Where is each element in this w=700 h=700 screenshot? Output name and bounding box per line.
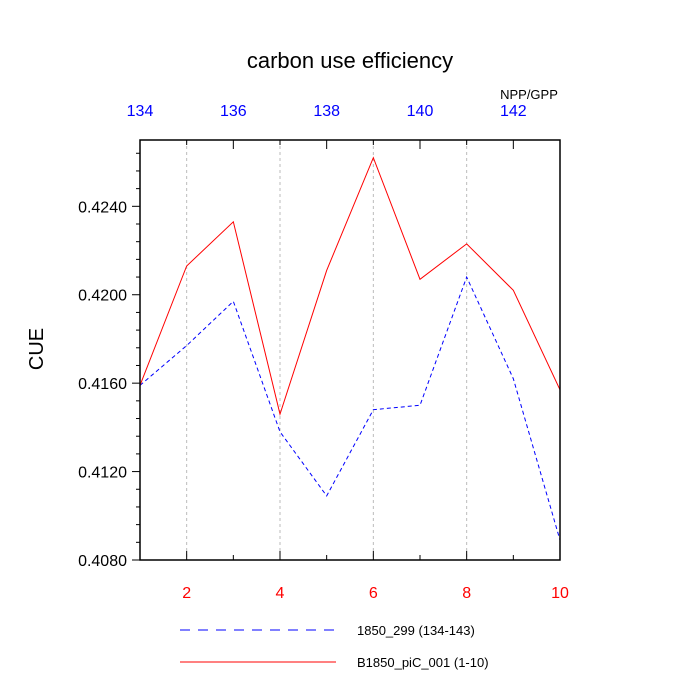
x-tick-label: 4 — [276, 585, 285, 602]
y-tick-label: 0.4240 — [78, 199, 127, 216]
top-tick-label: 134 — [127, 103, 154, 120]
axis-ticks — [132, 140, 561, 561]
chart-title: carbon use efficiency — [247, 48, 453, 73]
grid-lines — [186, 140, 468, 560]
y-tick-label: 0.4080 — [78, 553, 127, 570]
corner-label: NPP/GPP — [500, 87, 558, 102]
legend: 1850_299 (134-143) B1850_piC_001 (1-10) — [180, 623, 489, 670]
top-tick-label: 140 — [407, 103, 434, 120]
x-tick-label: 6 — [369, 585, 378, 602]
series-line-2 — [139, 156, 561, 416]
top-tick-label: 142 — [500, 103, 527, 120]
y-axis-label: CUE — [26, 328, 48, 370]
x-tick-label: 2 — [182, 585, 191, 602]
top-tick-label: 138 — [313, 103, 340, 120]
x-tick-label: 10 — [551, 585, 569, 602]
y-tick-label: 0.4200 — [78, 288, 127, 305]
plot-series — [139, 156, 561, 541]
x-tick-label: 8 — [462, 585, 471, 602]
y-tick-label: 0.4160 — [78, 376, 127, 393]
top-tick-label: 136 — [220, 103, 247, 120]
legend-label: 1850_299 (134-143) — [357, 623, 475, 638]
series-line-1 — [139, 275, 561, 541]
legend-label: B1850_piC_001 (1-10) — [357, 655, 489, 670]
y-tick-label: 0.4120 — [78, 465, 127, 482]
tick-labels: 2 4 6 8 10 134 136 138 140 142 0.4080 0.4120 0.4160 0… — [78, 103, 569, 602]
plot-frame — [139, 139, 561, 561]
